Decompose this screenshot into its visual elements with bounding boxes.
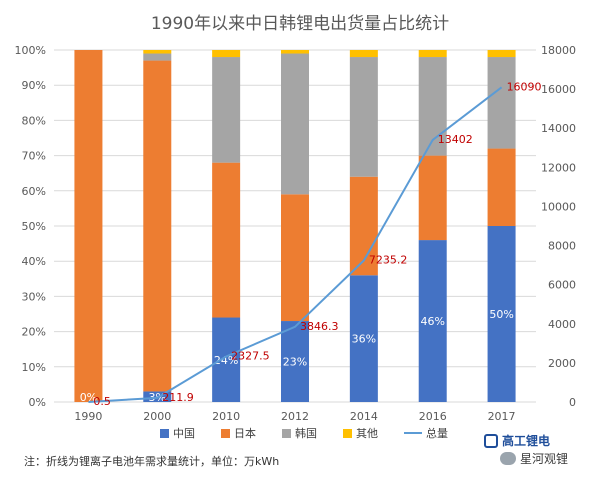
legend-label: 总量 xyxy=(426,426,448,440)
x-tick-label: 2014 xyxy=(350,410,378,423)
bar-segment xyxy=(143,60,172,392)
footnote: 注：折线为锂离子电池年需求量统计，单位：万kWh xyxy=(24,454,279,468)
bar-segment xyxy=(487,57,516,149)
bar-segment xyxy=(212,317,241,402)
y-left-tick-label: 70% xyxy=(22,150,46,163)
bar-segment xyxy=(418,240,447,402)
wechat-watermark: 星河观锂 xyxy=(500,450,568,467)
brand-icon xyxy=(484,433,498,448)
brand-name: 高工锂电 xyxy=(502,434,551,448)
total-line: 0.5 211.9 2327.5 3846.3 7235.2 13402 16090 xyxy=(88,80,542,408)
bar-segment xyxy=(281,50,309,54)
y-left-tick-label: 100% xyxy=(15,44,46,57)
brand-logo: 高工锂电 xyxy=(484,432,550,449)
x-tick-label: 2016 xyxy=(419,410,447,423)
line-data-label: 16090 xyxy=(507,80,542,93)
bar-segment xyxy=(281,53,309,195)
line-data-label: 211.9 xyxy=(162,391,194,404)
x-tick-label: 1990 xyxy=(74,410,102,423)
y-left-tick-label: 20% xyxy=(22,326,46,339)
y-right-tick-label: 18000 xyxy=(541,44,576,57)
y-left-tick-label: 80% xyxy=(22,114,46,127)
bar-segment xyxy=(212,162,241,318)
legend-swatch xyxy=(343,429,352,438)
bar-segment xyxy=(212,57,241,163)
wechat-icon xyxy=(500,452,516,465)
chart-title: 1990年以来中日韩锂电出货量占比统计 xyxy=(151,14,449,34)
bar-data-label: 36% xyxy=(352,333,376,346)
legend-swatch xyxy=(160,429,169,438)
bar-segment xyxy=(74,50,103,402)
y-left-tick-label: 10% xyxy=(22,361,46,374)
y-right-tick-label: 2000 xyxy=(548,357,576,370)
y-left-tick-label: 40% xyxy=(22,255,46,268)
legend-swatch xyxy=(282,429,291,438)
y-right-tick-label: 8000 xyxy=(548,240,576,253)
bar-segment xyxy=(281,321,309,402)
bar-segment xyxy=(349,275,378,402)
bar-segment xyxy=(487,50,516,58)
bar-segment xyxy=(143,50,172,54)
x-tick-label: 2000 xyxy=(143,410,171,423)
y-right-tick-label: 16000 xyxy=(541,83,576,96)
line-data-label: 2327.5 xyxy=(231,349,270,362)
x-tick-label: 2012 xyxy=(281,410,309,423)
y-left-tick-label: 30% xyxy=(22,290,46,303)
y-right-tick-label: 4000 xyxy=(548,318,576,331)
y-right-tick-label: 12000 xyxy=(541,161,576,174)
y-right-tick-label: 10000 xyxy=(541,200,576,213)
legend-swatch xyxy=(221,429,230,438)
line-data-label: 13402 xyxy=(438,133,473,146)
bar-segment xyxy=(212,50,241,58)
x-tick-label: 2010 xyxy=(212,410,240,423)
legend-label: 其他 xyxy=(356,427,378,440)
wechat-account: 星河观锂 xyxy=(520,452,569,466)
line-data-label: 0.5 xyxy=(93,395,111,408)
bar-data-label: 50% xyxy=(489,308,513,321)
y-right-tick-label: 6000 xyxy=(548,279,576,292)
bar-data-label: 46% xyxy=(420,315,444,328)
y-right-tick-label: 14000 xyxy=(541,122,576,135)
legend-label: 韩国 xyxy=(295,426,317,440)
bar-segment xyxy=(487,148,516,226)
bar-data-label: 23% xyxy=(283,356,307,369)
legend-label: 中国 xyxy=(173,427,195,440)
bar-segment xyxy=(281,194,309,322)
legend-label: 日本 xyxy=(234,426,256,440)
bar-segment xyxy=(418,155,447,241)
legend: 中国 日本 韩国 其他 总量 xyxy=(160,426,448,440)
x-tick-label: 2017 xyxy=(488,410,516,423)
total-line-path xyxy=(88,86,503,403)
bar-segment xyxy=(487,226,516,402)
bar-segment xyxy=(349,57,378,177)
bar-segment xyxy=(418,50,447,58)
y-left-tick-label: 0% xyxy=(29,396,46,409)
bar-segment xyxy=(349,50,378,58)
y-right-tick-label: 0 xyxy=(569,396,576,409)
y-left-tick-label: 60% xyxy=(22,185,46,198)
line-data-label: 7235.2 xyxy=(369,254,408,267)
stacked-bars: 0% 3%24% 23%36%46%50% xyxy=(74,50,516,404)
y-left-tick-label: 90% xyxy=(22,79,46,92)
bar-segment xyxy=(143,53,172,61)
y-left-tick-label: 50% xyxy=(22,220,46,233)
line-data-label: 3846.3 xyxy=(300,320,339,333)
axis-labels: 0% 10% 20% 30% 40% 50% 60% 70% 80% 90% 100% 0 2000 40… xyxy=(15,44,576,423)
bar-data-label: 24% xyxy=(214,354,238,367)
